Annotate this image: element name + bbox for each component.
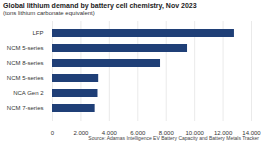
- svg-text:LFP: LFP: [32, 30, 43, 36]
- html-text:(tons lithium carbonate equiva: (tons lithium carbonate equivalent): [3, 10, 95, 16]
- svg-text:12,000: 12,000: [214, 130, 233, 135]
- svg-text:0: 0: [51, 130, 55, 135]
- svg-text:6,000: 6,000: [130, 130, 146, 135]
- svg-text:NCM 5-series: NCM 5-series: [7, 45, 44, 51]
- html-text:Global lithium demand by batte: Global lithium demand by battery cell ch…: [3, 2, 197, 9]
- svg-text:14,000: 14,000: [242, 130, 261, 135]
- svg-text:8,000: 8,000: [159, 130, 175, 135]
- svg-text:NCA Gen 2: NCA Gen 2: [13, 90, 44, 96]
- svg-text:2,000: 2,000: [73, 130, 89, 135]
- svg-text:10,000: 10,000: [185, 130, 204, 135]
- svg-text:4,000: 4,000: [102, 130, 118, 135]
- html-text:Source: Adamas Intelligence EV: Source: Adamas Intelligence EV Battery C…: [88, 135, 259, 141]
- svg-text:NCM 8-series: NCM 8-series: [7, 60, 44, 66]
- svg-text:NCM 7-series: NCM 7-series: [7, 105, 44, 111]
- svg-text:NCM 5-series: NCM 5-series: [7, 75, 44, 81]
